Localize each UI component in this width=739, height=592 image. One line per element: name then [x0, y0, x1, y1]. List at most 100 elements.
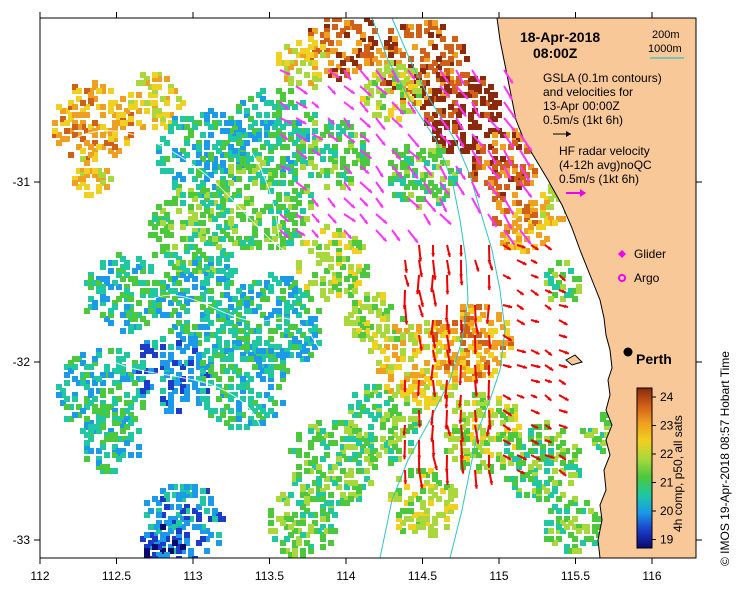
sst-cell: [512, 416, 518, 422]
sst-cell: [308, 56, 314, 62]
sst-cell: [308, 200, 314, 206]
sst-cell: [568, 292, 574, 298]
sst-cell: [244, 424, 250, 430]
sst-cell: [184, 308, 190, 314]
sst-cell: [256, 112, 262, 118]
gsla-arrow: [487, 149, 498, 165]
sst-cell: [120, 276, 126, 282]
sst-cell: [84, 184, 90, 190]
sst-cell: [372, 436, 378, 442]
sst-cell: [288, 516, 294, 522]
sst-cell: [376, 412, 382, 418]
sst-cell: [472, 100, 478, 106]
sst-cell: [280, 376, 286, 382]
sst-cell: [432, 484, 438, 490]
sst-cell: [396, 80, 402, 86]
sst-cell: [276, 180, 282, 186]
sst-cell: [224, 256, 230, 262]
sst-cell: [392, 76, 398, 82]
sst-cell: [264, 228, 270, 234]
sst-cell: [268, 284, 274, 290]
sst-cell: [68, 152, 74, 158]
sst-cell: [272, 124, 278, 130]
sst-cell: [576, 472, 582, 478]
sst-cell: [464, 324, 470, 330]
hf-arrow: [458, 409, 463, 424]
sst-cell: [448, 144, 454, 150]
sst-cell: [364, 476, 370, 482]
gsla-arrow: [391, 149, 402, 161]
sst-cell: [368, 424, 374, 430]
sst-cell: [76, 356, 82, 362]
sst-cell: [84, 440, 90, 446]
sst-cell: [308, 144, 314, 150]
sst-cell: [592, 436, 598, 442]
sst-cell: [164, 76, 170, 82]
sst-cell: [336, 136, 342, 142]
gsla-arrow: [455, 181, 466, 196]
sst-cell: [232, 132, 238, 138]
sst-cell: [252, 400, 258, 406]
sst-cell: [440, 76, 446, 82]
sst-cell: [224, 420, 230, 426]
sst-cell: [292, 140, 298, 146]
hf-legend-line3: 0.5m/s (1kt 6h): [559, 172, 639, 186]
sst-cell: [204, 176, 210, 182]
sst-cell: [516, 464, 522, 470]
sst-cell: [368, 480, 374, 486]
sst-cell: [156, 552, 162, 558]
gsla-arrow: [311, 101, 320, 109]
sst-cell: [328, 468, 334, 474]
sst-cell: [128, 328, 134, 334]
sst-cell: [436, 140, 442, 146]
sst-cell: [204, 228, 210, 234]
sst-cell: [84, 416, 90, 422]
sst-cell: [260, 144, 266, 150]
sst-cell: [396, 48, 402, 54]
sst-cell: [96, 348, 102, 354]
sst-cell: [312, 40, 318, 46]
sst-cell: [472, 124, 478, 130]
sst-cell: [480, 364, 486, 370]
sst-cell: [220, 276, 226, 282]
sst-cell: [392, 336, 398, 342]
sst-cell: [420, 344, 426, 350]
sst-cell: [216, 396, 222, 402]
sst-cell: [280, 492, 286, 498]
sst-cell: [400, 356, 406, 362]
sst-cell: [100, 300, 106, 306]
sst-cell: [248, 404, 254, 410]
sst-cell: [240, 344, 246, 350]
sst-cell: [300, 520, 306, 526]
sst-cell: [292, 292, 298, 298]
sst-cell: [424, 508, 430, 514]
sst-cell: [328, 432, 334, 438]
sst-cell: [100, 444, 106, 450]
sst-cell: [432, 112, 438, 118]
sst-cell: [420, 64, 426, 70]
sst-cell: [196, 400, 202, 406]
sst-cell: [108, 104, 114, 110]
sst-cell: [100, 284, 106, 290]
sst-cell: [436, 320, 442, 326]
hf-arrow: [418, 244, 423, 262]
sst-cell: [600, 416, 606, 422]
sst-cell: [464, 348, 470, 354]
sst-cell: [236, 300, 242, 306]
sst-cell: [280, 520, 286, 526]
sst-cell: [516, 180, 522, 186]
sst-cell: [304, 56, 310, 62]
sst-cell: [244, 344, 250, 350]
sst-cell: [108, 404, 114, 410]
sst-cell: [452, 444, 458, 450]
sst-cell: [388, 44, 394, 50]
sst-cell: [420, 176, 426, 182]
sst-cell: [108, 260, 114, 266]
sst-cell: [460, 412, 466, 418]
hf-arrow: [459, 319, 464, 333]
sst-cell: [388, 48, 394, 54]
sst-cell: [224, 368, 230, 374]
sst-cell: [304, 484, 310, 490]
sst-cell: [460, 440, 466, 446]
sst-cell: [276, 364, 282, 370]
